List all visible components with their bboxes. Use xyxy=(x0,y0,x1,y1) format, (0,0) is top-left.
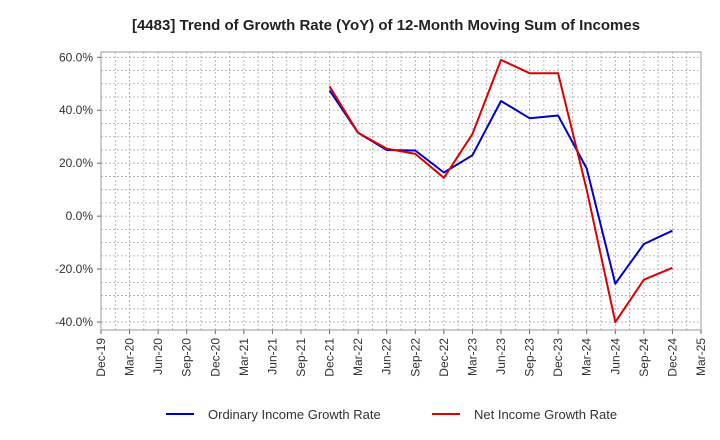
x-tick-label: Sep-22 xyxy=(408,338,422,377)
grid xyxy=(100,52,702,330)
x-tick-label: Jun-23 xyxy=(494,338,508,375)
series-line-ordinary-income xyxy=(328,89,673,285)
x-tick-label: Mar-25 xyxy=(694,338,708,376)
y-tick-label: -40.0% xyxy=(55,315,93,329)
x-tick-label: Jun-20 xyxy=(151,338,165,375)
x-tick-label: Mar-20 xyxy=(123,338,137,376)
x-tick-label: Mar-22 xyxy=(351,338,365,376)
series-lines xyxy=(328,58,673,324)
x-tick-label: Dec-22 xyxy=(437,338,451,377)
y-tick-label: 60.0% xyxy=(59,50,93,64)
y-tick-label: 40.0% xyxy=(59,103,93,117)
y-tick-label: 0.0% xyxy=(66,209,94,223)
x-tick-label: Sep-21 xyxy=(294,338,308,377)
x-tick-label: Mar-23 xyxy=(465,338,479,376)
x-tick-label: Sep-20 xyxy=(180,338,194,377)
chart-title: [4483] Trend of Growth Rate (YoY) of 12-… xyxy=(132,17,640,34)
x-tick-label: Jun-21 xyxy=(265,338,279,375)
legend: Ordinary Income Growth Rate Net Income Gr… xyxy=(166,407,617,422)
x-tick-label: Jun-22 xyxy=(380,338,394,375)
x-tick-label: Dec-20 xyxy=(208,338,222,377)
y-axis-ticks: 60.0% 40.0% 20.0% 0.0% -20.0% -40.0% xyxy=(55,50,101,329)
legend-label: Ordinary Income Growth Rate xyxy=(208,407,381,422)
y-tick-label: 20.0% xyxy=(59,156,93,170)
y-tick-label: -20.0% xyxy=(55,262,93,276)
x-tick-label: Mar-24 xyxy=(580,338,594,376)
x-tick-label: Sep-24 xyxy=(637,338,651,377)
x-tick-label: Dec-21 xyxy=(323,338,337,377)
x-tick-label: Mar-21 xyxy=(237,338,251,376)
x-tick-label: Dec-19 xyxy=(94,338,108,377)
x-tick-label: Dec-23 xyxy=(551,338,565,377)
x-axis-ticks: Dec-19 Mar-20 Jun-20 Sep-20 Dec-20 Mar-21 Jun-… xyxy=(94,330,708,377)
x-tick-label: Sep-23 xyxy=(523,338,537,377)
plot-area xyxy=(100,51,702,331)
x-tick-label: Jun-24 xyxy=(608,338,622,375)
x-tick-label: Dec-24 xyxy=(665,338,679,377)
legend-label: Net Income Growth Rate xyxy=(474,407,617,422)
series-line-net-income xyxy=(328,58,673,324)
